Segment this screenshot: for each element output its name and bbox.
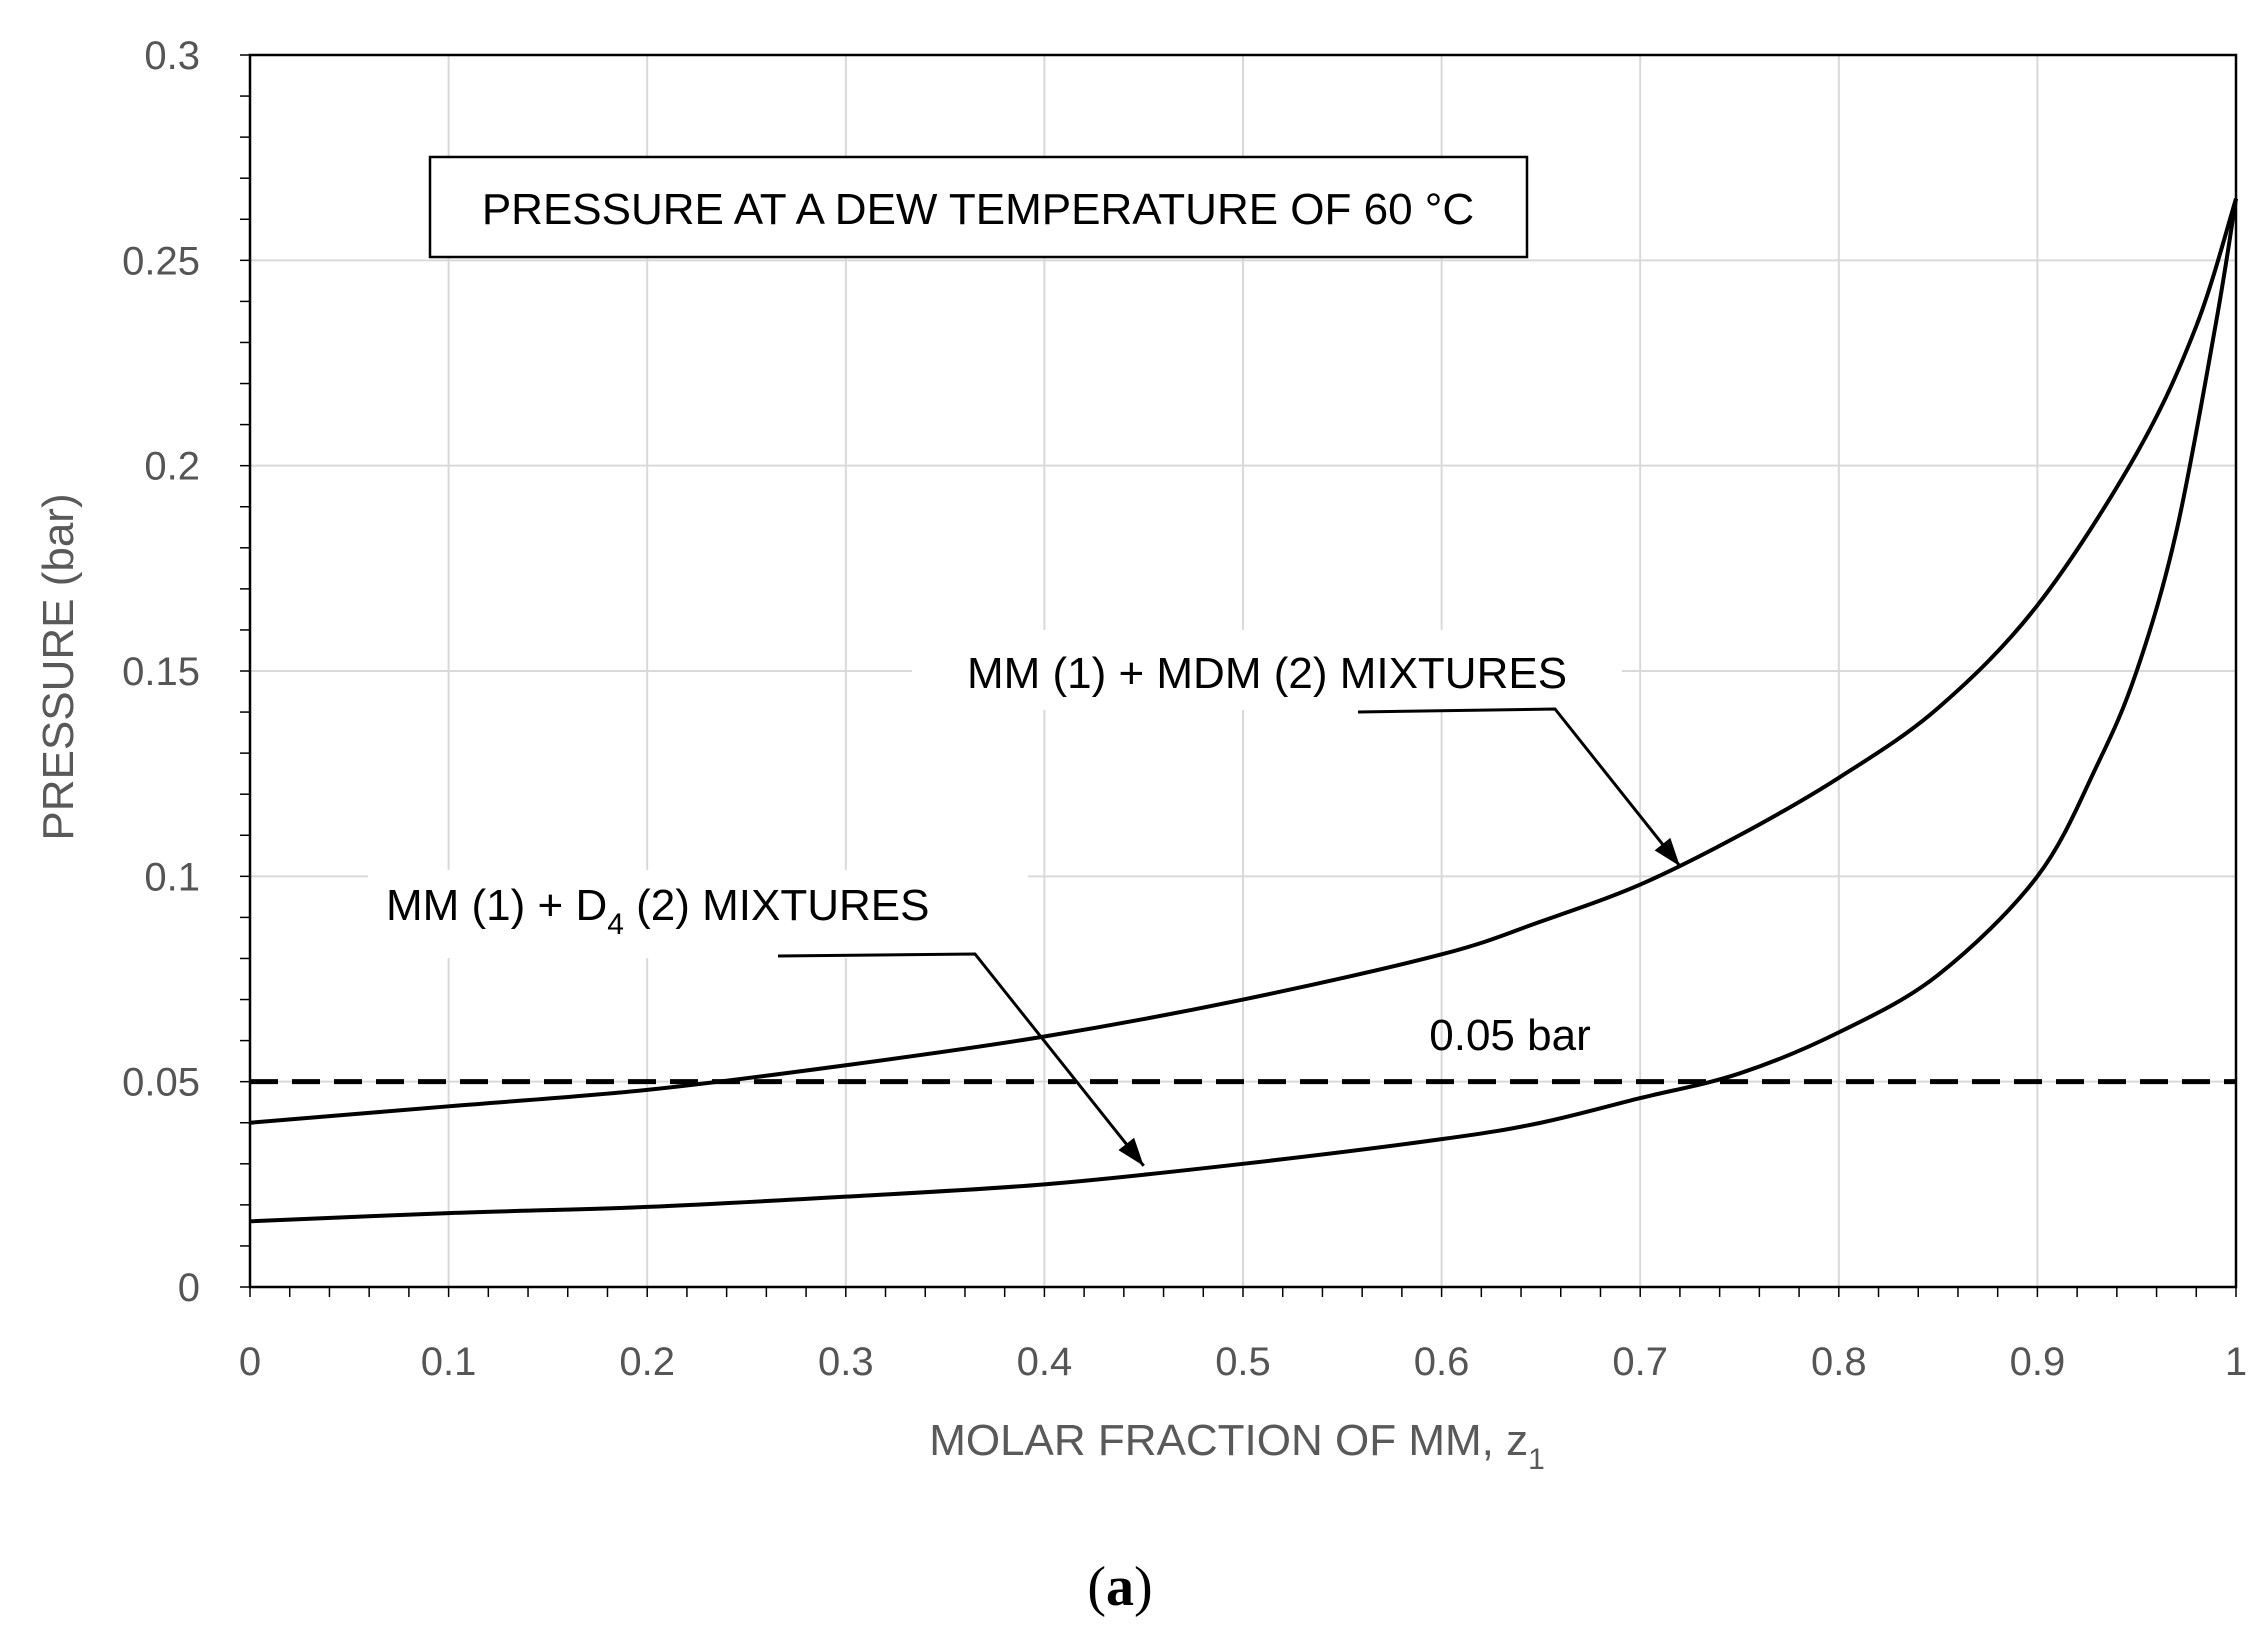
x-tick-label: 0.5 (1215, 1340, 1271, 1384)
y-axis-title: PRESSURE (bar) (34, 493, 83, 840)
y-tick-label: 0.3 (144, 34, 200, 78)
y-tick-label: 0.1 (144, 855, 200, 899)
x-axis-title-subscript: 1 (1528, 1443, 1545, 1476)
d4-label-main: MM (1) + D (386, 881, 607, 930)
y-tick-label: 0 (178, 1266, 200, 1310)
plot-frame (248, 53, 2238, 1289)
series-layer (249, 198, 2238, 1224)
reference-line-label: 0.05 bar (1429, 1011, 1590, 1060)
d4-label-background (368, 870, 1028, 958)
mdm-curve (249, 198, 2238, 1125)
d4-label-tail: (2) MIXTURES (624, 881, 930, 930)
y-tick-label: 0.2 (144, 445, 200, 489)
title-box (428, 155, 1529, 259)
mdm-leader-line (1357, 707, 1682, 868)
y-tick-label: 0.05 (122, 1061, 200, 1105)
x-tick-label: 0.7 (1612, 1340, 1668, 1384)
mdm-arrowhead (1654, 837, 1680, 867)
d4-leader-line (777, 952, 1145, 1167)
x-tick-label: 0.2 (619, 1340, 675, 1384)
caption-close-paren: ) (1134, 1556, 1153, 1618)
x-tick-label: 0.4 (1017, 1340, 1073, 1384)
d4-arrowhead (1118, 1137, 1144, 1166)
x-tick-label: 0.6 (1414, 1340, 1470, 1384)
x-tick-labels: 0 0.1 0.2 0.3 0.4 0.5 0.6 0.7 0.8 0.9 1 (239, 1340, 2247, 1384)
d4-curve (249, 198, 2238, 1224)
caption-letter: a (1106, 1556, 1134, 1618)
x-tick-label: 0 (239, 1340, 261, 1384)
x-tick-label: 1 (2225, 1340, 2247, 1384)
y-tick-label: 0.25 (122, 239, 200, 283)
mdm-label-background (912, 630, 1622, 710)
figure-caption: (a) (1087, 1556, 1152, 1618)
x-axis-title: MOLAR FRACTION OF MM, z1 (929, 1416, 1545, 1476)
caption-open-paren: ( (1087, 1556, 1106, 1618)
y-tick-label: 0.15 (122, 650, 200, 694)
x-tick-label: 0.9 (2010, 1340, 2066, 1384)
y-tick-labels: 0 0.05 0.1 0.15 0.2 0.25 0.3 (122, 34, 200, 1310)
x-axis-title-main: MOLAR FRACTION OF MM, z (929, 1416, 1528, 1465)
minor-ticks (240, 54, 2237, 1297)
annotations: MM (1) + MDM (2) MIXTURES MM (1) + D4 (2… (368, 630, 1682, 1167)
x-tick-label: 0.3 (818, 1340, 874, 1384)
d4-series-label: MM (1) + D4 (2) MIXTURES (386, 881, 930, 941)
chart-title: PRESSURE AT A DEW TEMPERATURE OF 60 °C (482, 185, 1474, 234)
x-tick-label: 0.8 (1811, 1340, 1867, 1384)
d4-label-subscript: 4 (607, 908, 624, 941)
x-tick-label: 0.1 (421, 1340, 477, 1384)
mdm-series-label: MM (1) + MDM (2) MIXTURES (967, 649, 1567, 698)
